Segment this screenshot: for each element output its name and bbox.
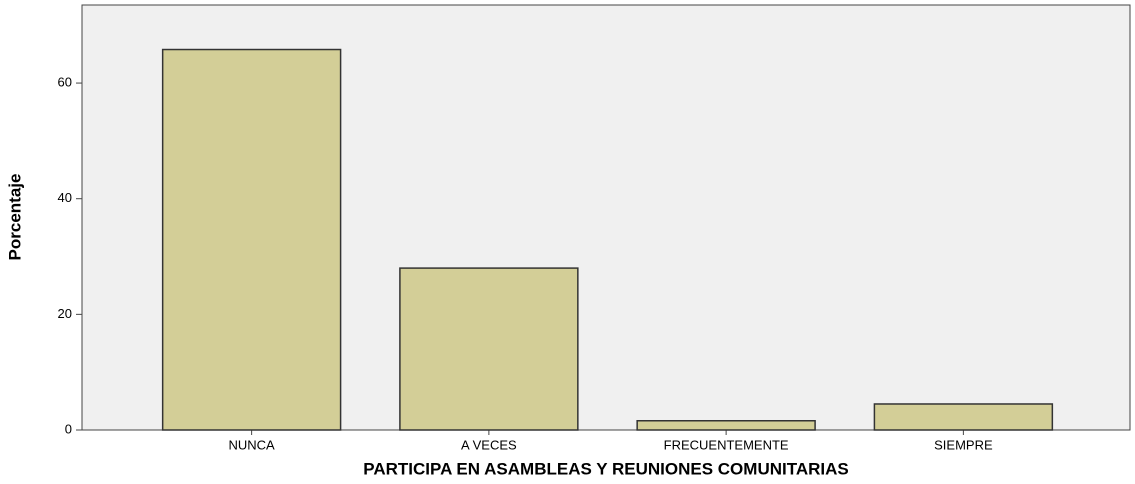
bar <box>873 403 1054 431</box>
x-tick-label: SIEMPRE <box>934 437 993 452</box>
x-axis-title: PARTICIPA EN ASAMBLEAS Y REUNIONES COMUN… <box>363 459 848 478</box>
y-axis-title: Porcentaje <box>5 174 24 261</box>
y-tick-label: 0 <box>65 421 72 436</box>
x-tick-label: A VECES <box>461 437 517 452</box>
y-tick-label: 20 <box>58 306 72 321</box>
x-tick-label: NUNCA <box>229 437 276 452</box>
bar <box>399 267 579 431</box>
bar <box>161 48 342 431</box>
y-tick-label: 60 <box>58 74 72 89</box>
x-tick-label: FRECUENTEMENTE <box>664 437 789 452</box>
y-tick-label: 40 <box>58 190 72 205</box>
bar <box>636 419 816 431</box>
